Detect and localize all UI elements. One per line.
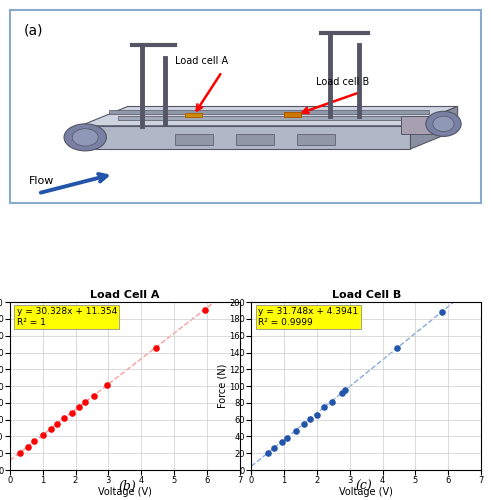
- Ellipse shape: [64, 124, 107, 151]
- Title: Load Cell A: Load Cell A: [90, 290, 160, 300]
- Point: [60, 414, 68, 422]
- Polygon shape: [118, 116, 434, 120]
- Point: [90, 392, 98, 400]
- Point: [47, 425, 55, 433]
- Point: [30, 438, 38, 446]
- Text: Load cell A: Load cell A: [175, 56, 228, 66]
- X-axis label: Voltage (V): Voltage (V): [339, 486, 393, 496]
- Text: Load cell B: Load cell B: [316, 77, 369, 87]
- Polygon shape: [81, 106, 458, 126]
- Point: [283, 434, 291, 442]
- Point: [393, 344, 401, 352]
- Point: [24, 442, 32, 450]
- Y-axis label: Force (N): Force (N): [218, 364, 228, 408]
- Text: (a): (a): [24, 24, 44, 38]
- Point: [16, 449, 24, 457]
- Point: [320, 404, 327, 411]
- Polygon shape: [410, 106, 458, 149]
- Ellipse shape: [433, 116, 454, 132]
- Point: [271, 444, 278, 452]
- Point: [328, 398, 336, 406]
- Text: (c): (c): [355, 480, 372, 492]
- Text: y = 30.328x + 11.354
R² = 1: y = 30.328x + 11.354 R² = 1: [17, 307, 117, 326]
- Bar: [401, 116, 434, 134]
- Point: [68, 409, 76, 417]
- Text: y = 31.748x + 4.3941
R² = 0.9999: y = 31.748x + 4.3941 R² = 0.9999: [258, 307, 358, 326]
- Text: (b): (b): [119, 480, 136, 492]
- Point: [103, 382, 110, 390]
- Point: [152, 344, 160, 351]
- Polygon shape: [109, 110, 429, 114]
- Point: [292, 426, 300, 434]
- Point: [300, 420, 308, 428]
- X-axis label: Voltage (V): Voltage (V): [98, 486, 152, 496]
- Bar: [298, 134, 335, 145]
- Point: [438, 308, 446, 316]
- Bar: [175, 134, 213, 145]
- Point: [338, 389, 346, 397]
- Point: [82, 398, 89, 406]
- Point: [278, 438, 286, 446]
- Point: [313, 410, 321, 418]
- Bar: [236, 134, 274, 145]
- Point: [39, 431, 47, 439]
- Bar: [284, 112, 301, 116]
- Point: [306, 415, 314, 423]
- Text: Flow: Flow: [28, 176, 54, 186]
- Bar: [185, 113, 202, 117]
- Point: [341, 386, 349, 394]
- Ellipse shape: [72, 128, 98, 146]
- Ellipse shape: [426, 112, 461, 136]
- Title: Load Cell B: Load Cell B: [331, 290, 401, 300]
- Polygon shape: [81, 126, 410, 149]
- Point: [264, 449, 272, 457]
- Point: [54, 420, 61, 428]
- Point: [75, 402, 82, 410]
- Point: [201, 306, 209, 314]
